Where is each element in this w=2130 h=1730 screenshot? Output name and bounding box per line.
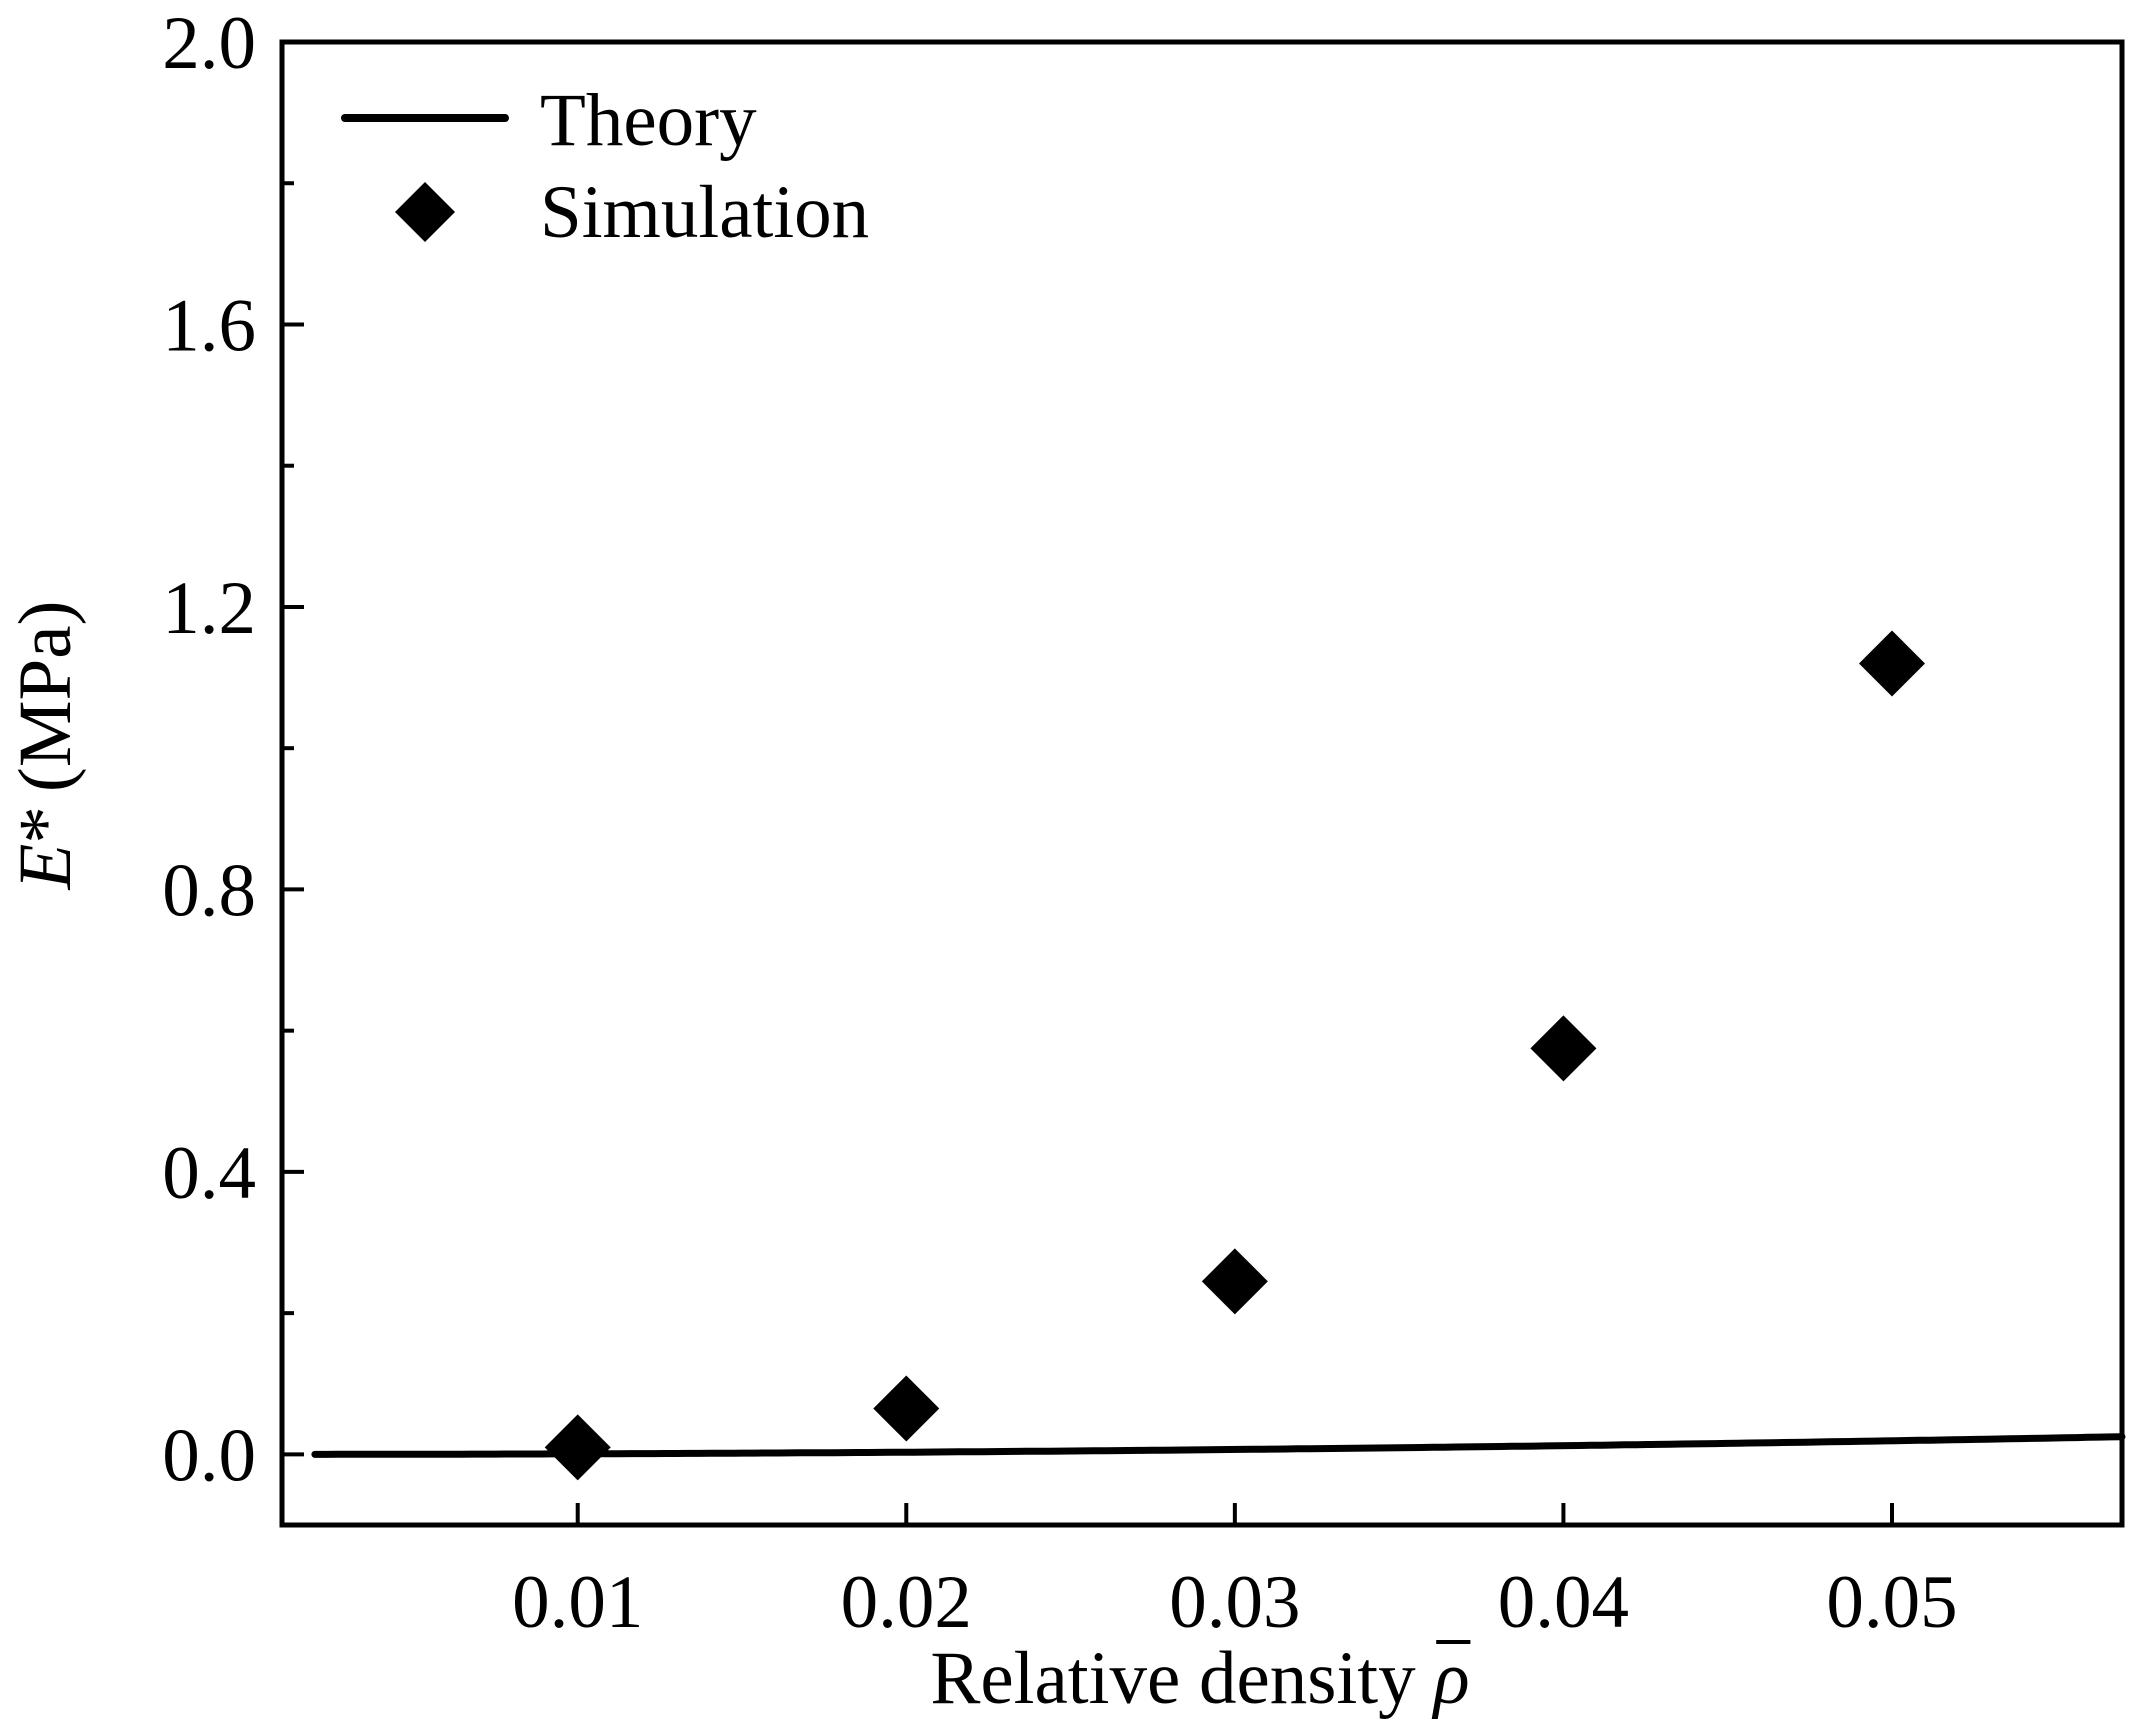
y-tick-label: 1.6 bbox=[162, 284, 256, 367]
simulation-point bbox=[1530, 1015, 1597, 1082]
x-axis-title: Relative density ρ bbox=[930, 1637, 1471, 1720]
axes: 0.01 0.02 0.03 0.04 0.05 0.0 0.4 0.8 1.2 1.6 2.0 bbox=[162, 2, 2125, 1644]
simulation-point bbox=[873, 1375, 940, 1442]
y-tick-label: 0.8 bbox=[162, 849, 256, 932]
x-axis-title-text: Relative density ρ bbox=[930, 1637, 1469, 1720]
simulation-point bbox=[1859, 630, 1925, 697]
x-tick-label: 0.03 bbox=[1169, 1561, 1300, 1644]
theory-line bbox=[311, 1433, 2126, 1458]
x-axis-title-main: Relative density bbox=[930, 1637, 1416, 1720]
simulation-point bbox=[544, 1414, 611, 1481]
y-tick-label: 1.2 bbox=[162, 567, 256, 650]
y-tick-label: 0.4 bbox=[162, 1132, 256, 1215]
legend: Theory Simulation bbox=[341, 79, 869, 254]
x-axis-symbol: ρ bbox=[1432, 1637, 1470, 1720]
y-tick-label: 2.0 bbox=[162, 2, 256, 85]
legend-simulation-swatch bbox=[395, 182, 455, 242]
y-tick-label: 0.0 bbox=[162, 1414, 256, 1497]
y-axis-title-text: E* (MPa) bbox=[4, 601, 87, 891]
x-tick-label: 0.01 bbox=[512, 1561, 643, 1644]
legend-simulation-label: Simulation bbox=[540, 171, 869, 254]
x-tick-label: 0.04 bbox=[1498, 1561, 1629, 1644]
y-axis-unit: (MPa) bbox=[4, 601, 87, 793]
plot-frame bbox=[279, 39, 2125, 1528]
plot-area bbox=[311, 630, 2126, 1481]
simulation-point bbox=[1201, 1248, 1268, 1315]
y-axis-symbol: E bbox=[4, 844, 87, 891]
x-tick-label: 0.05 bbox=[1826, 1561, 1957, 1644]
y-axis-title: E* (MPa) bbox=[4, 601, 87, 891]
x-tick-label: 0.02 bbox=[841, 1561, 972, 1644]
y-axis-superscript: * bbox=[4, 806, 87, 844]
legend-theory-label: Theory bbox=[540, 79, 757, 162]
